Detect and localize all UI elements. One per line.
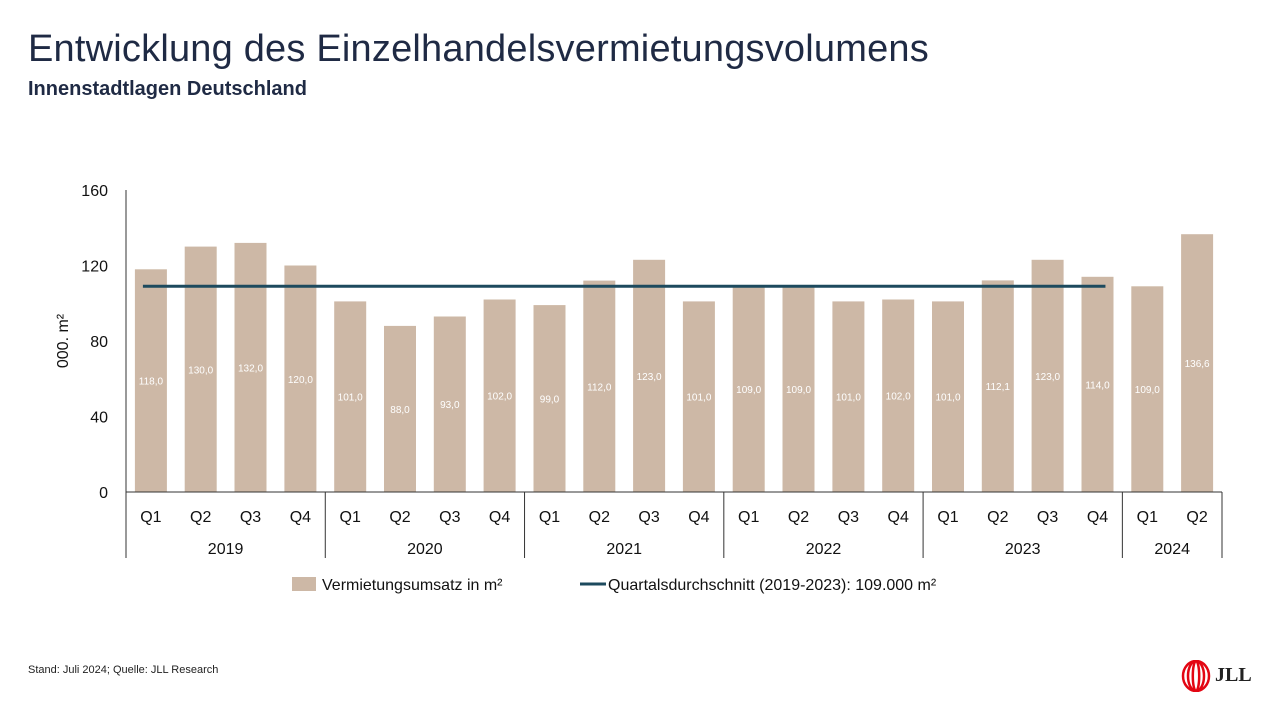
bar-value-label: 114,0 <box>1085 380 1110 391</box>
bar <box>832 301 865 492</box>
legend-swatch-bar <box>292 577 316 591</box>
y-axis-label: 000. m² <box>55 313 72 368</box>
x-tick-label: Q1 <box>738 509 759 526</box>
bar <box>1181 234 1214 492</box>
x-tick-label: Q4 <box>688 509 709 526</box>
bar-value-label: 112,1 <box>986 382 1011 393</box>
bar <box>633 259 666 492</box>
x-tick-label: Q2 <box>389 509 410 526</box>
year-label: 2021 <box>606 541 642 558</box>
x-tick-label: Q2 <box>1186 509 1207 526</box>
x-tick-label: Q3 <box>439 509 460 526</box>
bar <box>782 286 815 492</box>
year-label: 2024 <box>1154 541 1190 558</box>
source-footnote: Stand: Juli 2024; Quelle: JLL Research <box>28 664 219 676</box>
bar-value-label: 102,0 <box>886 392 911 403</box>
x-tick-label: Q1 <box>340 509 361 526</box>
x-tick-label: Q3 <box>638 509 659 526</box>
year-label: 2022 <box>806 541 842 558</box>
bar-value-label: 88,0 <box>390 405 410 416</box>
bar-value-label: 123,0 <box>637 372 662 383</box>
bar-value-label: 101,0 <box>338 393 363 404</box>
bar <box>732 286 765 492</box>
x-tick-label: Q2 <box>788 509 809 526</box>
bar-value-label: 101,0 <box>686 393 711 404</box>
bar-value-label: 112,0 <box>587 382 612 393</box>
bar <box>533 305 566 492</box>
x-tick-label: Q1 <box>140 509 161 526</box>
bar-value-label: 109,0 <box>1135 385 1160 396</box>
bar <box>1031 259 1064 492</box>
y-tick-label: 160 <box>81 183 108 200</box>
x-tick-label: Q1 <box>539 509 560 526</box>
bar <box>334 301 367 492</box>
x-tick-label: Q2 <box>987 509 1008 526</box>
bar-value-label: 123,0 <box>1035 372 1060 383</box>
bar-value-label: 101,0 <box>836 393 861 404</box>
year-label: 2023 <box>1005 541 1041 558</box>
bar-value-label: 109,0 <box>786 385 811 396</box>
x-tick-label: Q3 <box>838 509 859 526</box>
jll-logo-icon <box>1181 660 1211 692</box>
bar <box>134 269 167 492</box>
bar <box>932 301 964 492</box>
x-tick-label: Q4 <box>1087 509 1108 526</box>
x-tick-label: Q2 <box>190 509 211 526</box>
bar-value-label: 101,0 <box>935 393 960 404</box>
year-label: 2020 <box>407 541 443 558</box>
bar-value-label: 118,0 <box>139 377 164 388</box>
jll-logo: JLL <box>1181 660 1253 692</box>
x-tick-label: Q4 <box>290 509 311 526</box>
bar-value-label: 136,6 <box>1185 359 1210 370</box>
bar <box>483 299 516 492</box>
bar-value-label: 93,0 <box>440 400 460 411</box>
page-subtitle: Innenstadtlagen Deutschland <box>28 78 307 100</box>
bar <box>583 280 616 492</box>
y-tick-label: 120 <box>81 259 108 276</box>
x-tick-label: Q4 <box>489 509 510 526</box>
year-label: 2019 <box>208 541 244 558</box>
y-tick-label: 80 <box>90 334 108 351</box>
x-tick-label: Q2 <box>589 509 610 526</box>
bar-value-label: 130,0 <box>188 365 213 376</box>
bar-value-label: 132,0 <box>238 363 263 374</box>
x-tick-label: Q1 <box>1137 509 1158 526</box>
x-tick-label: Q1 <box>937 509 958 526</box>
bar <box>433 316 466 492</box>
y-tick-label: 40 <box>90 410 108 427</box>
bar-value-label: 109,0 <box>736 385 761 396</box>
legend-label-bar: Vermietungsumsatz in m² <box>322 577 503 594</box>
bar <box>1131 286 1164 492</box>
bar <box>981 280 1014 492</box>
bar-value-label: 102,0 <box>487 392 512 403</box>
bar <box>682 301 715 492</box>
bar <box>1081 276 1114 492</box>
bar <box>882 299 915 492</box>
x-tick-label: Q3 <box>1037 509 1058 526</box>
y-tick-label: 0 <box>99 485 108 502</box>
bar-value-label: 120,0 <box>288 375 313 386</box>
x-tick-label: Q4 <box>888 509 909 526</box>
bar <box>384 325 416 492</box>
bar-value-label: 99,0 <box>540 395 560 406</box>
bar <box>234 242 267 492</box>
logo-text: JLL <box>1215 664 1252 686</box>
bar-chart: 118,0 130,0 132,0 120,0 101,0 88,0 93,0 102,0 99… <box>55 183 1223 594</box>
page-title: Entwicklung des Einzelhandelsvermietungs… <box>28 28 929 70</box>
x-tick-label: Q3 <box>240 509 261 526</box>
legend-label-line: Quartalsdurchschnitt (2019-2023): 109.00… <box>608 577 937 594</box>
bar <box>284 265 317 492</box>
